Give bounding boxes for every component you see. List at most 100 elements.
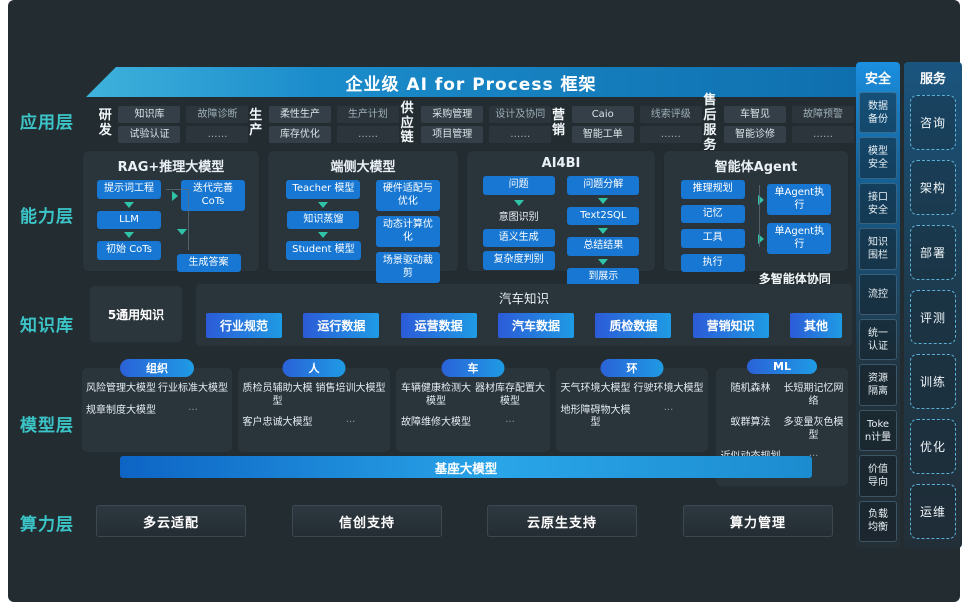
layer-label-model: 模型层 (20, 416, 74, 436)
app-category-label: 供应链 (400, 100, 414, 146)
rag-right-row: 迭代完善 CoTs (172, 180, 245, 211)
flow-box: 知识蒸馏 (287, 210, 360, 229)
security-item: 知识围栏 (859, 228, 897, 270)
security-item: 价值导向 (859, 455, 897, 497)
flow-box: Student 模型 (286, 241, 361, 260)
security-item: 模型安全 (859, 137, 897, 179)
model-group-environment: 环 天气环境大模型 行驶环境大模型 地形障碍物大模型 ··· (556, 359, 708, 452)
model-group-pill: 组织 (120, 359, 194, 377)
app-item: 设计及协同 (489, 105, 552, 123)
flow-box: 工具 (680, 229, 745, 248)
flow-box: 记忆 (680, 204, 745, 223)
service-item: 部署 (910, 224, 956, 280)
arrow-down-icon (124, 201, 134, 208)
flow-box: 初始 CoTs (97, 241, 161, 260)
app-item: 试验认证 (118, 125, 181, 143)
layer-label-capability: 能力层 (20, 207, 74, 227)
flow-box: 单Agent执行 (767, 223, 832, 254)
app-item: 线索评级 (639, 105, 702, 123)
knowledge-chip: 营销知识 (692, 313, 769, 338)
app-item-column: 故障诊断 …… (186, 105, 249, 143)
model-item: 天气环境大模型 (560, 383, 631, 394)
app-item-column: 采购管理 项目管理 (421, 105, 484, 143)
knowledge-chip: 行业规范 (206, 313, 283, 338)
compute-box-cloudnative: 云原生支持 (487, 505, 637, 537)
application-layer-row: 研发 知识库 试验认证 故障诊断 …… 生产 柔性生产 库存优化 生产计划 ……… (98, 93, 855, 153)
app-item: …… (792, 125, 855, 143)
flow-box: 迭代完善 CoTs (181, 180, 245, 211)
app-item: 故障诊断 (186, 105, 249, 123)
app-item: 知识库 (118, 105, 181, 123)
layer-label-knowledge: 知识库 (20, 316, 74, 336)
app-item-column: 线索评级 …… (639, 105, 702, 143)
model-group-organization: 组织 风险管理大模型 行业标准大模型 规章制度大模型 ··· (82, 359, 232, 452)
model-item: 随机森林 (730, 383, 771, 394)
model-group-people: 人 质检员辅助大模型 销售培训大模型 客户忠诚大模型 ··· (238, 359, 390, 452)
service-item: 训练 (910, 354, 956, 410)
model-item: 长短期记忆网络 (783, 383, 844, 407)
arrow-down-icon (598, 258, 609, 265)
knowledge-chip: 质检数据 (595, 313, 672, 338)
model-group-pill: 车 (441, 359, 505, 377)
model-group-vehicle: 车 车辆健康检测大模型 器材库存配置大模型 故障维修大模型 ··· (396, 359, 550, 452)
panel-agent: 智能体Agent 推理规划 记忆 工具 执行 单Agent执行 单Agent执行… (663, 150, 849, 286)
model-group-pill: 环 (600, 359, 664, 377)
model-item-ellipsis: ··· (345, 417, 356, 428)
arrow-down-icon (513, 199, 524, 206)
app-item-column: 柔性生产 库存优化 (268, 105, 331, 143)
model-item: 风险管理大模型 (86, 383, 156, 394)
security-item: Token计量 (859, 409, 897, 452)
compute-box-management: 算力管理 (683, 505, 833, 537)
app-item-column: 知识库 试验认证 (118, 105, 181, 143)
app-category-label: 生产 (249, 108, 263, 138)
app-item: 车智见 (724, 105, 787, 123)
ai4bi-left-list: 问题 意图识别 语义生成 复杂度判别 (482, 176, 555, 270)
general-knowledge-box: 5通用知识 (90, 286, 182, 342)
app-item: 智能诊修 (724, 125, 787, 143)
service-item: 咨询 (910, 95, 956, 150)
arrow-down-icon (598, 197, 609, 204)
service-item: 评测 (910, 289, 956, 345)
app-item: …… (336, 125, 399, 143)
layer-label-application: 应用层 (20, 113, 74, 133)
app-item-column: 生产计划 …… (336, 105, 399, 143)
connector-line (166, 189, 189, 250)
flow-box: 场景驱动裁剪 (375, 252, 440, 283)
knowledge-chip: 其他 (789, 313, 842, 338)
flow-box: 执行 (680, 253, 745, 272)
app-category-label: 研发 (98, 108, 112, 138)
app-item: 故障预警 (792, 105, 855, 123)
connector-line (749, 185, 760, 247)
app-group-after-sales: 售后服务 车智见 智能诊修 故障预警 …… (702, 93, 855, 154)
compute-box-xinchuang: 信创支持 (292, 505, 442, 537)
app-item: 项目管理 (421, 125, 484, 143)
model-item: 车辆健康检测大模型 (401, 383, 471, 407)
knowledge-chip-row: 行业规范 运行数据 运营数据 汽车数据 质检数据 营销知识 其他 (196, 307, 852, 338)
panel-title: RAG+推理大模型 (117, 160, 225, 175)
app-item-column: 设计及协同 …… (489, 105, 552, 143)
app-group-supply-chain: 供应链 采购管理 项目管理 设计及协同 …… (399, 100, 552, 147)
service-item: 优化 (910, 419, 956, 475)
security-header: 安全 (864, 72, 891, 87)
auto-knowledge-panel: 汽车知识 行业规范 运行数据 运营数据 汽车数据 质检数据 营销知识 其他 (196, 284, 852, 346)
flow-box: 单Agent执行 (767, 184, 832, 215)
agent-exec-row: 单Agent执行 (758, 184, 832, 215)
model-item: 规章制度大模型 (86, 404, 156, 416)
app-item: 生产计划 (336, 105, 399, 123)
panel-title: AI4BI (541, 156, 581, 171)
compute-box-multicloud: 多云适配 (96, 505, 246, 537)
model-group-pill: 人 (282, 359, 346, 377)
model-item: 质检员辅助大模型 (242, 383, 313, 407)
security-item: 资源隔离 (859, 364, 897, 406)
model-item: 多变量灰色模型 (783, 417, 844, 441)
flow-box: 生成答案 (176, 253, 241, 272)
app-item: Caio (571, 105, 634, 123)
edge-flow-left: Teacher 模型 知识蒸馏 Student 模型 (286, 180, 361, 260)
arrow-down-icon (318, 201, 329, 208)
security-column: 安全 数据备份 模型安全 接口安全 知识围栏 流控 统一认证 资源隔离 Toke… (856, 62, 900, 548)
flow-box: 推理规划 (680, 180, 745, 199)
model-item: 地形障碍物大模型 (560, 404, 631, 429)
app-item-column: 车智见 智能诊修 (724, 105, 787, 143)
flow-box: Text2SQL (567, 206, 640, 225)
